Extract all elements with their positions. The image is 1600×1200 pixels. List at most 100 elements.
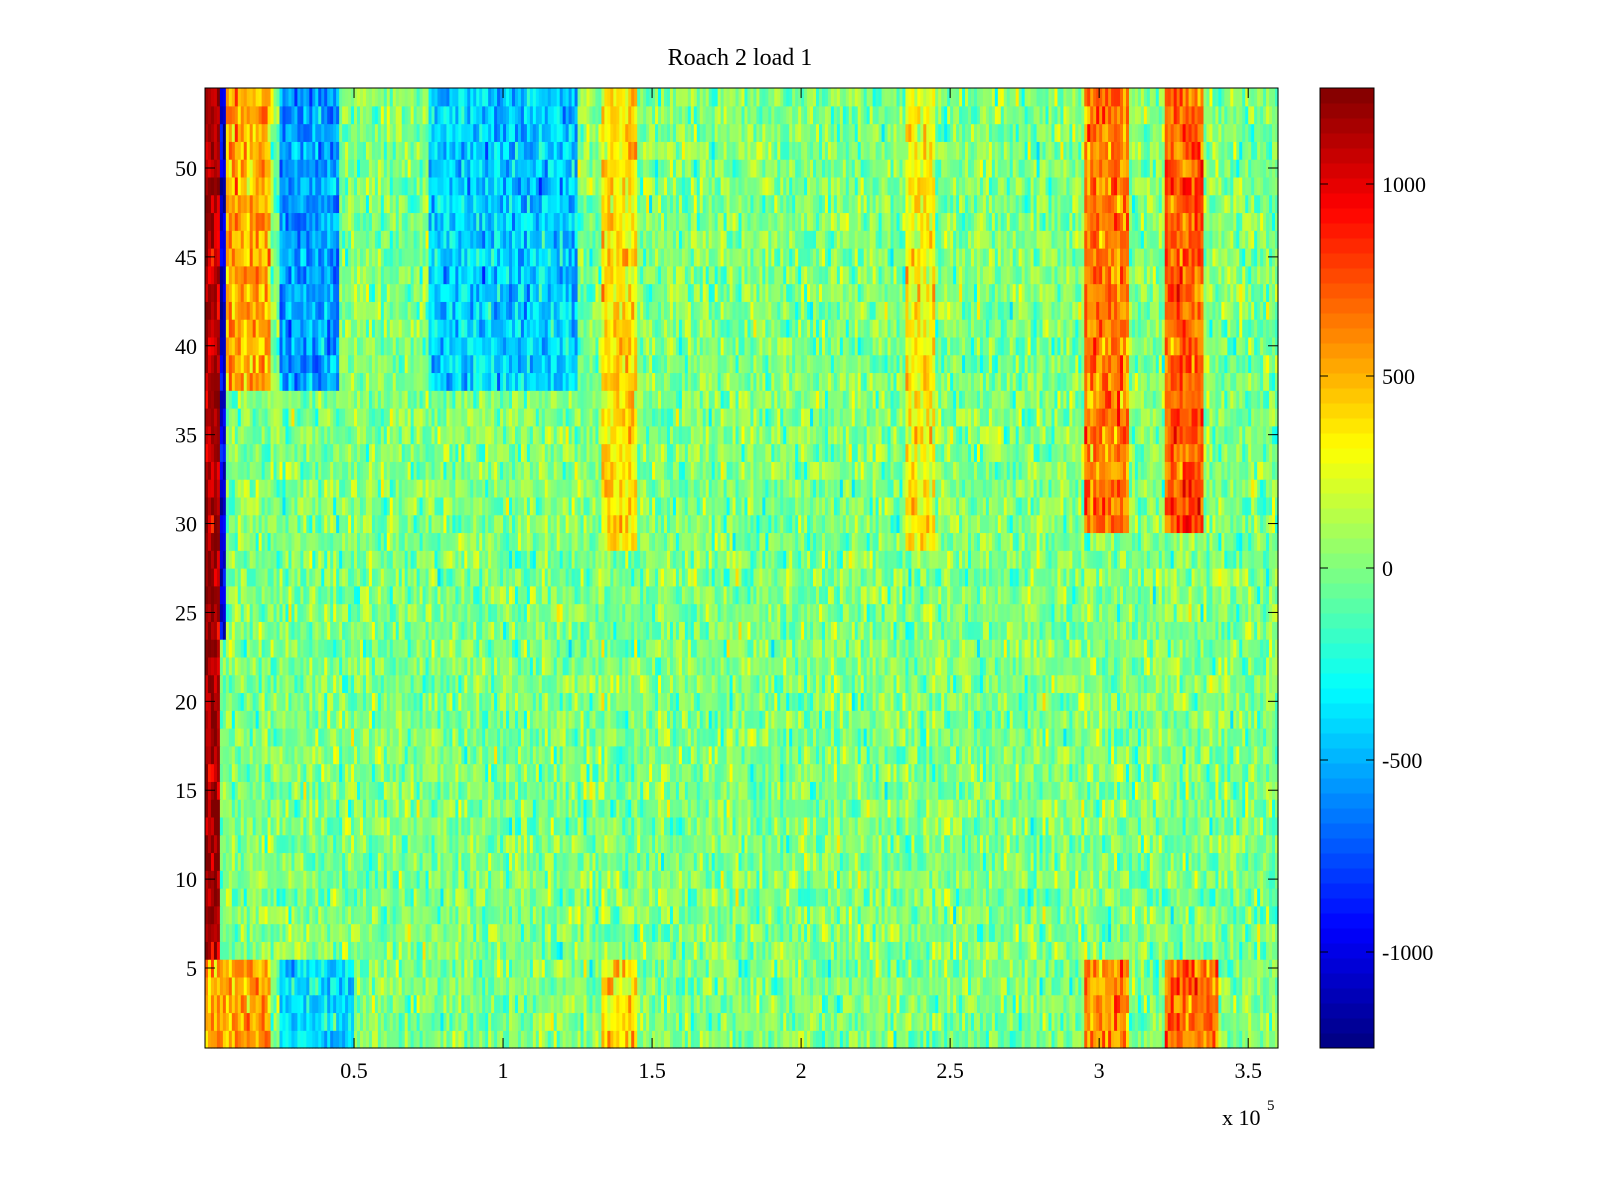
heatmap-cell (741, 923, 746, 942)
heatmap-cell (693, 834, 698, 854)
heatmap-cell (1012, 870, 1017, 889)
heatmap-cell (699, 959, 704, 978)
heatmap-cell (276, 994, 281, 1014)
heatmap-cell (1263, 1012, 1267, 1031)
heatmap-cell (1021, 905, 1026, 925)
heatmap-cell (905, 1030, 910, 1049)
heatmap-cell (959, 976, 963, 996)
heatmap-cell (506, 923, 510, 942)
heatmap-cell (839, 905, 844, 925)
heatmap-cell (988, 959, 993, 978)
heatmap-cell (705, 976, 710, 996)
heatmap-cell (1066, 905, 1070, 925)
heatmap-cell (1203, 834, 1208, 854)
heatmap-cell (479, 905, 483, 925)
heatmap-cell (1024, 905, 1029, 925)
heatmap-cell (407, 1030, 412, 1049)
heatmap-cell (1090, 834, 1094, 854)
heatmap-cell (359, 1030, 364, 1049)
heatmap-cell (634, 976, 638, 996)
heatmap-cell (425, 816, 430, 836)
heatmap-cell (431, 799, 436, 818)
heatmap-cell (437, 959, 442, 978)
heatmap-cell (225, 994, 230, 1014)
heatmap-cell (1108, 888, 1112, 907)
heatmap-cell (789, 870, 793, 889)
heatmap-cell (252, 870, 257, 889)
heatmap-cell (377, 994, 382, 1014)
heatmap-cell (207, 941, 212, 960)
heatmap-cell (1257, 959, 1261, 978)
heatmap-cell (1108, 1012, 1112, 1031)
heatmap-cell (887, 834, 892, 854)
heatmap-cell (336, 816, 340, 836)
heatmap-cell (902, 834, 907, 854)
heatmap-cell (622, 994, 626, 1014)
heatmap-cell (216, 976, 221, 996)
heatmap-cell (482, 959, 486, 978)
heatmap-cell (506, 976, 510, 996)
heatmap-cell (1137, 834, 1142, 854)
heatmap-cell (1108, 834, 1112, 854)
heatmap-cell (359, 941, 364, 960)
heatmap-cell (893, 870, 898, 889)
heatmap-cell (1057, 870, 1062, 889)
heatmap-cell (1233, 923, 1237, 942)
heatmap-cell (395, 816, 400, 836)
heatmap-cell (586, 870, 591, 889)
heatmap-cell (1272, 994, 1276, 1014)
heatmap-cell (568, 1030, 573, 1049)
heatmap-cell (920, 888, 924, 907)
heatmap-cell (1027, 1030, 1032, 1049)
heatmap-cell (1051, 941, 1056, 960)
heatmap-cell (312, 923, 316, 942)
heatmap-cell (1158, 941, 1163, 960)
heatmap-cell (699, 834, 704, 854)
heatmap-cell (675, 994, 680, 1014)
heatmap-cell (574, 959, 579, 978)
heatmap-cell (592, 941, 597, 960)
heatmap-cell (362, 888, 367, 907)
heatmap-cell (1134, 870, 1139, 889)
heatmap-cell (908, 941, 912, 960)
heatmap-cell (938, 923, 942, 942)
heatmap-cell (774, 905, 778, 925)
heatmap-cell (246, 941, 251, 960)
heatmap-cell (410, 959, 415, 978)
heatmap-cell (264, 888, 269, 907)
heatmap-cell (658, 959, 662, 978)
heatmap-cell (273, 1030, 278, 1049)
heatmap-cell (389, 799, 394, 818)
heatmap-cell (771, 1012, 775, 1031)
heatmap-cell (1218, 976, 1222, 996)
heatmap-cell (517, 870, 522, 889)
heatmap-cell (801, 941, 805, 960)
heatmap-cell (1185, 976, 1190, 996)
heatmap-cell (431, 816, 436, 836)
heatmap-cell (798, 905, 802, 925)
heatmap-cell (303, 905, 307, 925)
heatmap-cell (538, 1030, 543, 1049)
heatmap-cell (568, 888, 573, 907)
heatmap-cell (729, 870, 734, 889)
heatmap-cell (529, 923, 534, 942)
heatmap-cell (711, 923, 716, 942)
heatmap-cell (506, 994, 510, 1014)
heatmap-cell (303, 923, 307, 942)
heatmap-cell (1063, 941, 1067, 960)
heatmap-cell (1021, 976, 1026, 996)
heatmap-cell (1161, 959, 1166, 978)
heatmap-cell (491, 923, 495, 942)
heatmap-cell (941, 852, 945, 871)
heatmap-cell (282, 941, 287, 960)
heatmap-cell (550, 923, 555, 942)
heatmap-cell (410, 888, 415, 907)
heatmap-cell (407, 941, 412, 960)
heatmap-cell (836, 1030, 841, 1049)
heatmap-cell (1185, 888, 1190, 907)
heatmap-cell (1009, 941, 1014, 960)
heatmap-cell (434, 923, 439, 942)
heatmap-cell (1081, 852, 1085, 871)
heatmap-cell (595, 976, 600, 996)
heatmap-cell (592, 888, 597, 907)
